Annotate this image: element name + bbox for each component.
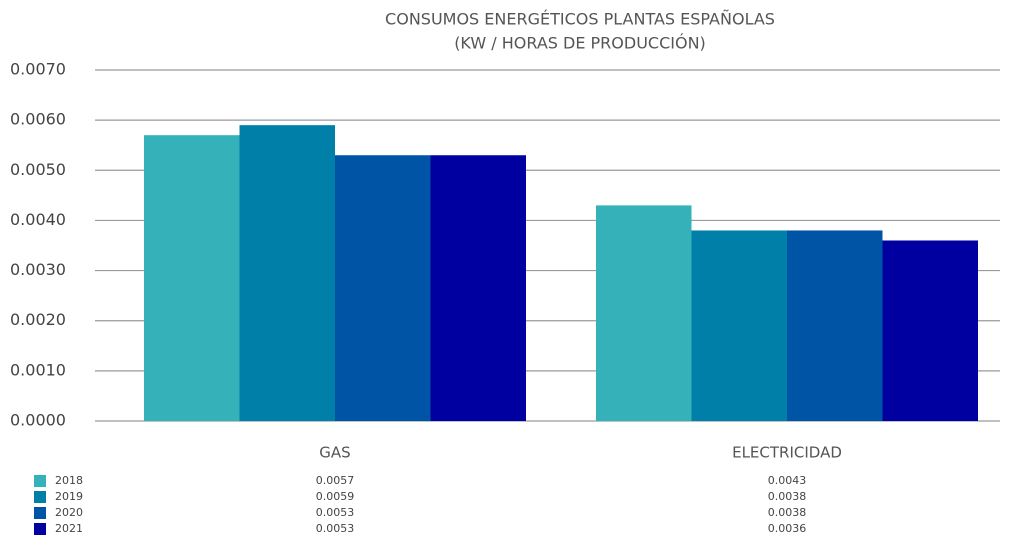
legend-label: 2021 [55, 522, 83, 535]
y-tick-label: 0.0040 [10, 210, 66, 229]
legend-label: 2018 [55, 474, 83, 487]
bar [691, 230, 787, 421]
legend-swatch [34, 523, 46, 535]
bar [430, 155, 526, 421]
table-value: 0.0057 [316, 474, 355, 487]
legend-label: 2019 [55, 490, 83, 503]
y-tick-label: 0.0060 [10, 110, 66, 129]
table-value: 0.0038 [768, 506, 807, 519]
legend-label: 2020 [55, 506, 83, 519]
bar [787, 230, 883, 421]
y-tick-label: 0.0020 [10, 310, 66, 329]
bar [144, 135, 240, 421]
table-value: 0.0038 [768, 490, 807, 503]
y-tick-label: 0.0030 [10, 260, 66, 279]
bar [596, 205, 692, 421]
bar [335, 155, 431, 421]
x-tick-label: ELECTRICIDAD [732, 444, 842, 462]
y-tick-label: 0.0050 [10, 160, 66, 179]
legend-swatch [34, 507, 46, 519]
table-value: 0.0036 [768, 522, 807, 535]
y-tick-label: 0.0070 [10, 60, 66, 79]
x-tick-label: GAS [319, 444, 350, 462]
bar [239, 125, 335, 422]
legend-swatch [34, 475, 46, 487]
chart-title: CONSUMOS ENERGÉTICOS PLANTAS ESPAÑOLAS [385, 10, 775, 29]
chart-subtitle: (KW / HORAS DE PRODUCCIÓN) [454, 34, 706, 53]
y-tick-label: 0.0010 [10, 360, 66, 379]
legend-swatch [34, 491, 46, 503]
table-value: 0.0053 [316, 506, 355, 519]
y-tick-label: 0.0000 [10, 411, 66, 430]
table-value: 0.0043 [768, 474, 807, 487]
table-value: 0.0059 [316, 490, 355, 503]
bar [882, 240, 978, 421]
table-value: 0.0053 [316, 522, 355, 535]
